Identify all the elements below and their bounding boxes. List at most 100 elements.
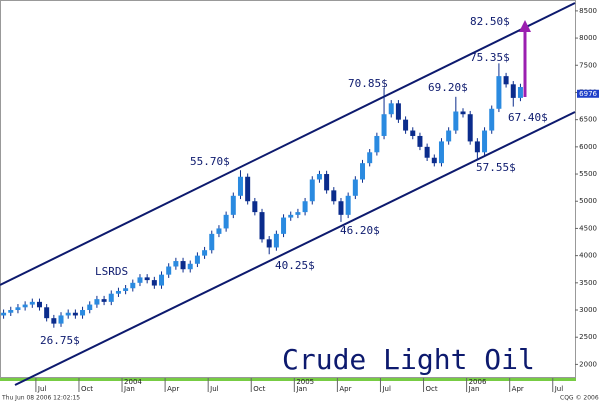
candle-body — [345, 195, 351, 215]
x-tick-label: Oct — [253, 385, 265, 393]
candle-body — [374, 135, 380, 153]
last-price-box — [577, 89, 599, 98]
candle-body — [281, 217, 287, 234]
y-tick-label: 5500 — [579, 170, 597, 178]
candle-body — [431, 157, 437, 164]
candle-body — [72, 312, 78, 316]
candle-body — [87, 304, 93, 311]
candle-body — [302, 201, 308, 213]
candle-body — [1, 312, 7, 316]
candle-body — [29, 301, 35, 305]
candle-body — [166, 266, 172, 275]
y-tick-label: 3000 — [579, 306, 597, 314]
candle-body — [22, 304, 28, 308]
candle-body — [8, 310, 14, 313]
candle-body — [360, 163, 366, 180]
candle-body — [209, 233, 215, 251]
x-tick-label: Apr — [339, 385, 351, 393]
candle-body — [453, 111, 459, 131]
price-annotation: 67.40$ — [508, 111, 548, 124]
candle-body — [144, 277, 150, 281]
x-tick-label: Jul — [37, 385, 47, 393]
price-annotation: 55.70$ — [190, 155, 230, 168]
pattern-label: LSRDS — [95, 265, 128, 278]
candle-body — [36, 301, 42, 308]
candles — [1, 63, 523, 328]
candle-body — [65, 312, 71, 316]
y-tick-label: 2000 — [579, 360, 597, 368]
target-arrowhead — [519, 20, 531, 32]
candle-body — [259, 212, 265, 240]
candle-body — [338, 201, 344, 215]
candle-body — [367, 152, 373, 164]
x-tick-label: Oct — [81, 385, 93, 393]
plot-frame — [0, 0, 576, 378]
candle-body — [410, 130, 416, 136]
y-tick-label: 2500 — [579, 333, 597, 341]
candle-body — [482, 130, 488, 153]
x-tick-label: Apr — [167, 385, 179, 393]
candle-body — [510, 84, 516, 98]
candle-body — [474, 141, 480, 153]
candle-body — [202, 250, 208, 256]
year-label: 2005 — [296, 378, 314, 386]
candle-body — [309, 179, 315, 202]
candle-body — [489, 108, 495, 131]
candle-body — [403, 119, 409, 131]
candle-body — [187, 263, 193, 270]
y-tick-label: 3500 — [579, 279, 597, 287]
candle-body — [496, 76, 502, 109]
candle-body — [115, 290, 121, 294]
candle-body — [137, 277, 143, 283]
year-label: 2004 — [124, 378, 142, 386]
price-annotation: 75.35$ — [470, 51, 510, 64]
x-tick-label: Jan — [123, 385, 135, 393]
candle-body — [159, 274, 165, 286]
y-tick-label: 8500 — [579, 7, 597, 15]
candle-body — [151, 280, 157, 286]
candle-body — [467, 114, 473, 142]
candle-body — [180, 261, 186, 270]
price-annotation: 57.55$ — [476, 161, 516, 174]
price-annotation: 70.85$ — [348, 77, 388, 90]
candle-body — [424, 146, 430, 158]
y-tick-label: 4000 — [579, 252, 597, 260]
timestamp: Thu Jun 08 2006 12:02:15 — [1, 395, 80, 402]
candle-body — [273, 233, 279, 248]
x-tick-label: Jul — [381, 385, 391, 393]
candle-body — [324, 174, 330, 191]
y-tick-label: 4500 — [579, 224, 597, 232]
candle-body — [194, 255, 200, 264]
candle-body — [80, 310, 86, 316]
candle-body — [101, 299, 107, 302]
candle-body — [381, 114, 387, 136]
candle-body — [123, 288, 129, 291]
x-tick-label: Jul — [209, 385, 219, 393]
candle-body — [252, 201, 258, 213]
y-tick-label: 6500 — [579, 116, 597, 124]
x-tick-label: Jan — [295, 385, 307, 393]
candle-body — [331, 190, 337, 202]
candle-body — [352, 179, 358, 196]
y-tick-label: 7500 — [579, 61, 597, 69]
candle-body — [417, 135, 423, 147]
candle-body — [446, 130, 452, 142]
x-tick-label: Apr — [512, 385, 524, 393]
upper-channel-line — [0, 2, 576, 286]
candle-body — [130, 282, 136, 289]
candle-body — [316, 174, 322, 180]
candle-body — [15, 307, 21, 311]
candle-body — [108, 293, 114, 302]
candle-body — [230, 195, 236, 215]
candle-body — [388, 103, 394, 115]
price-annotation: 26.75$ — [40, 334, 80, 347]
candle-body — [94, 299, 100, 305]
candle-body — [51, 318, 57, 324]
candle-body — [58, 315, 64, 324]
candle-body — [438, 141, 444, 164]
time-strip — [0, 378, 576, 381]
chart-title: Crude Light Oil — [282, 343, 535, 376]
candle-body — [245, 176, 251, 202]
candle-body — [173, 261, 179, 267]
